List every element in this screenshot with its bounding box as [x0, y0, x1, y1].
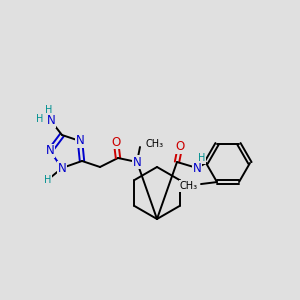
Text: N: N	[58, 161, 66, 175]
Text: CH₃: CH₃	[145, 139, 163, 149]
Text: H: H	[36, 114, 44, 124]
Text: N: N	[193, 161, 201, 175]
Text: N: N	[46, 115, 56, 128]
Text: N: N	[133, 155, 141, 169]
Text: O: O	[176, 140, 184, 154]
Text: N: N	[133, 155, 141, 169]
Text: CH₃: CH₃	[180, 181, 198, 191]
Text: N: N	[46, 115, 56, 128]
Text: N: N	[58, 161, 66, 175]
Text: H: H	[44, 175, 52, 185]
Text: H: H	[45, 105, 53, 115]
Text: N: N	[46, 145, 54, 158]
Text: O: O	[176, 140, 184, 154]
Text: N: N	[46, 145, 54, 158]
Text: H: H	[198, 153, 206, 163]
Text: O: O	[111, 136, 121, 148]
Text: N: N	[76, 134, 84, 148]
Text: O: O	[111, 136, 121, 148]
Text: N: N	[76, 134, 84, 148]
Text: N: N	[193, 161, 201, 175]
